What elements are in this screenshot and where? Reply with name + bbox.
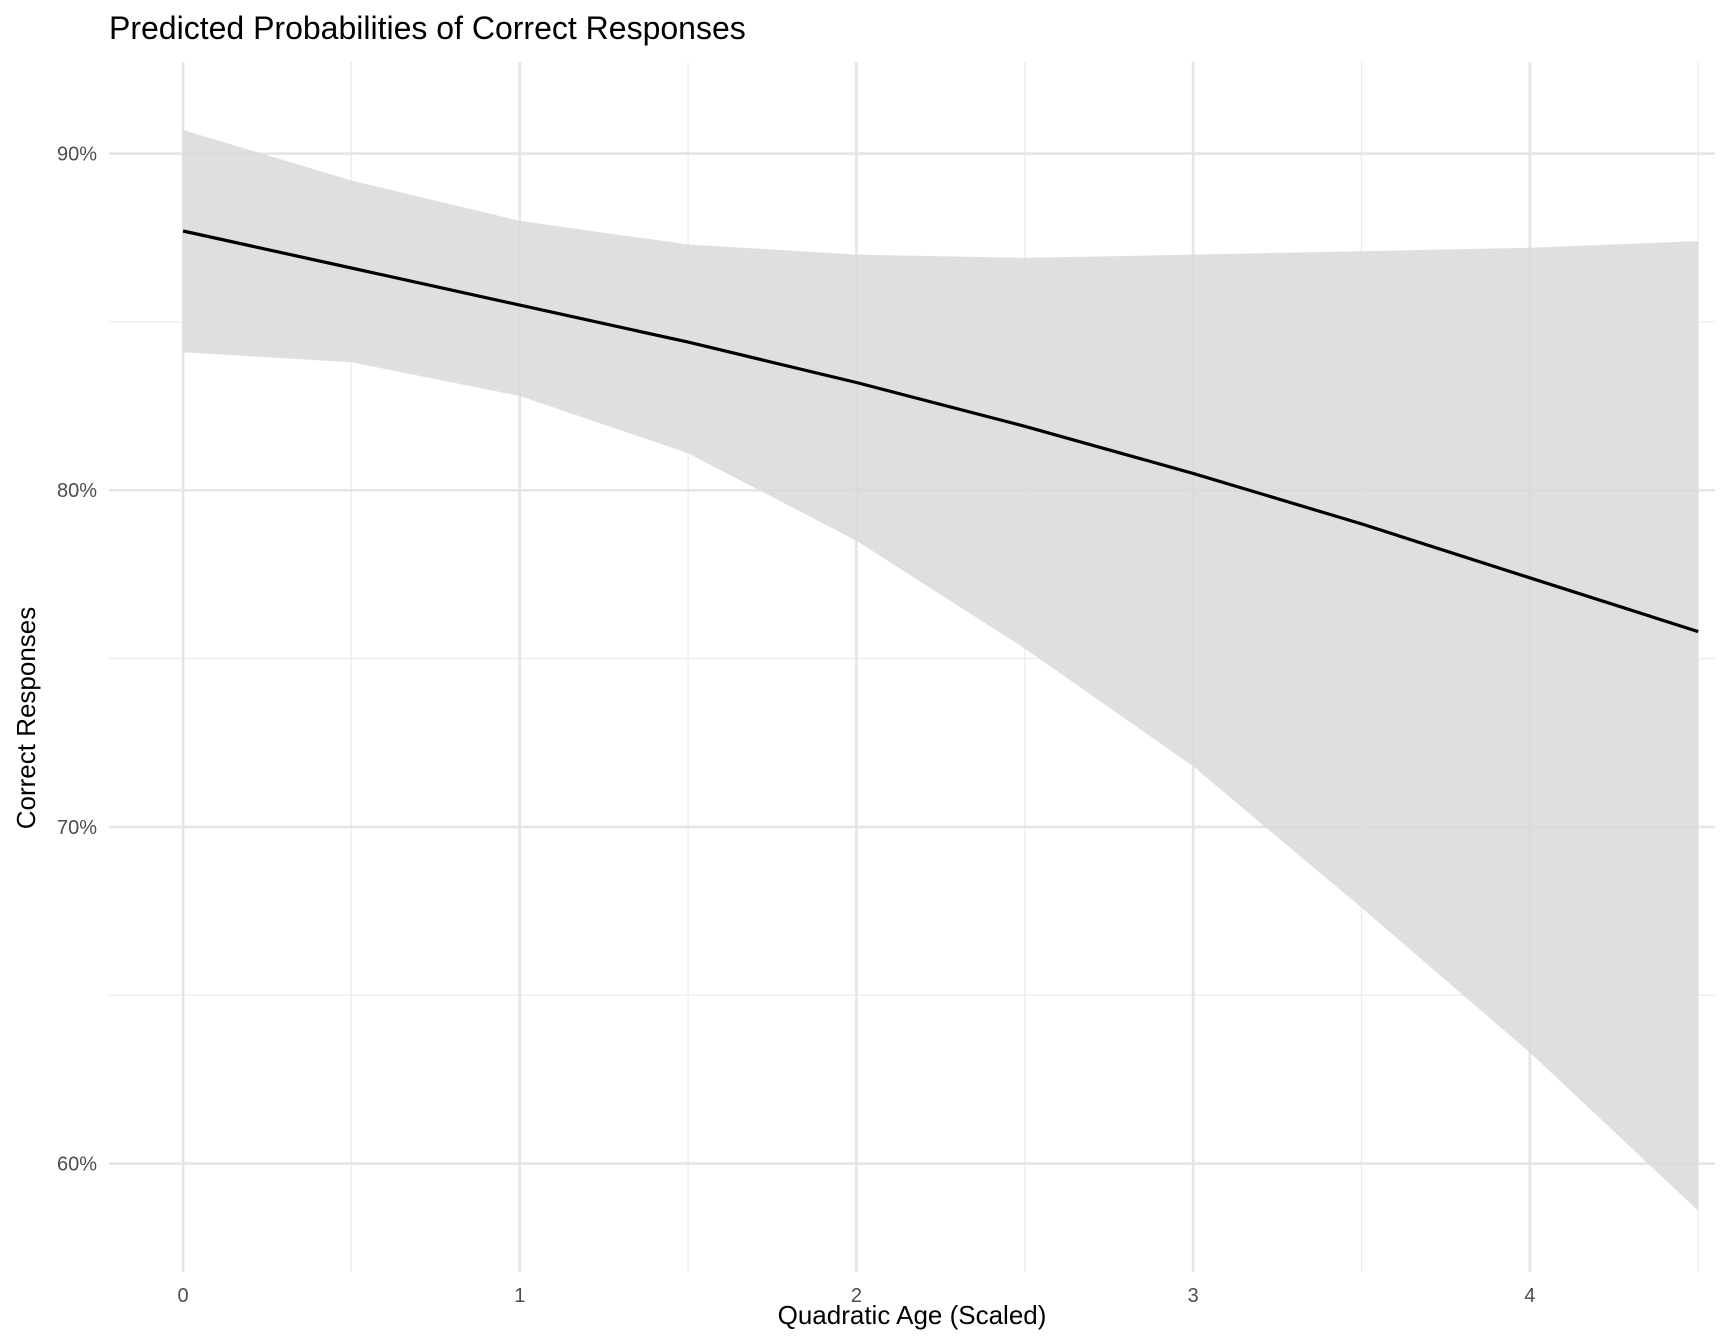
x-axis-ticks: 0 1 2 3 4 <box>178 1285 1536 1307</box>
confidence-band-area <box>183 130 1699 1211</box>
x-tick-label: 1 <box>514 1285 525 1307</box>
y-axis-ticks: 60% 70% 80% 90% <box>57 144 97 1176</box>
x-tick-label: 2 <box>851 1285 862 1307</box>
predicted-probability-line <box>182 229 1699 634</box>
x-tick-label: 0 <box>178 1285 189 1307</box>
x-axis-title: Quadratic Age (Scaled) <box>778 1300 1047 1330</box>
y-tick-label: 60% <box>57 1154 97 1176</box>
y-tick-label: 80% <box>57 480 97 502</box>
x-tick-label: 3 <box>1188 1285 1199 1307</box>
chart-title: Predicted Probabilities of Correct Respo… <box>109 10 746 46</box>
y-axis-title: Correct Responses <box>11 607 41 830</box>
x-tick-label: 4 <box>1524 1285 1535 1307</box>
y-tick-label: 90% <box>57 144 97 166</box>
fit-line-layer <box>182 229 1699 634</box>
y-tick-label: 70% <box>57 817 97 839</box>
confidence-band <box>183 130 1699 1211</box>
